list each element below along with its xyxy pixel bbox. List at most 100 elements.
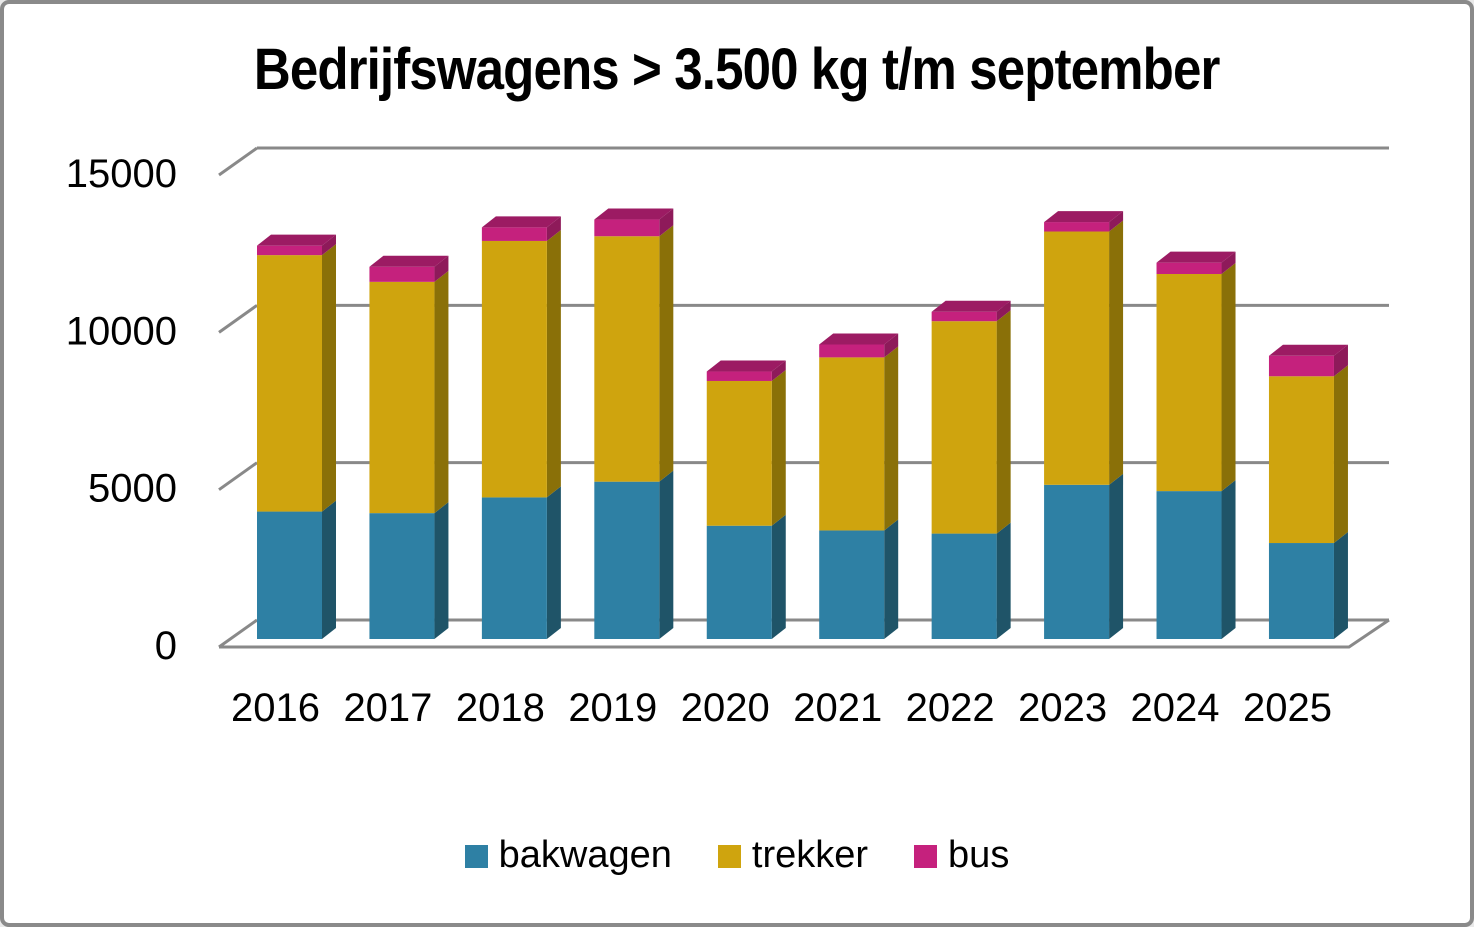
- bar-2019-bus-top[interactable]: [594, 208, 674, 220]
- bar-2024-bus-side[interactable]: [1221, 251, 1236, 274]
- bar-2025-bakwagen-side[interactable]: [1333, 532, 1348, 639]
- bar-2018-bus-side[interactable]: [546, 216, 561, 241]
- bar-2018-trekker[interactable]: [481, 240, 547, 498]
- bar-2017-bakwagen[interactable]: [369, 513, 435, 639]
- bar-2018-bus-top[interactable]: [481, 216, 561, 228]
- bar-2023-trekker[interactable]: [1044, 231, 1110, 485]
- bar-2021-trekker[interactable]: [819, 357, 885, 531]
- bar-2018-trekker-side[interactable]: [546, 229, 561, 498]
- bar-2023-bakwagen-side[interactable]: [1109, 473, 1124, 639]
- y-tick-10000: [218, 304, 258, 334]
- bar-2020-trekker[interactable]: [706, 380, 772, 526]
- bar-2022-trekker[interactable]: [931, 321, 997, 534]
- x-axis-label-2021: 2021: [793, 686, 882, 730]
- bar-2021-trekker-side[interactable]: [884, 346, 899, 531]
- bar-2024-bus[interactable]: [1156, 262, 1222, 274]
- bar-2020-bakwagen[interactable]: [706, 525, 772, 639]
- bar-2022[interactable]: [931, 300, 1011, 639]
- bar-2021-bus[interactable]: [819, 344, 885, 358]
- bar-2023-bus-top[interactable]: [1044, 211, 1124, 223]
- bar-2024-bus-top[interactable]: [1156, 251, 1236, 263]
- bar-2019-bus-side[interactable]: [659, 208, 674, 237]
- floor-edge: [219, 618, 1390, 649]
- bar-2017-bus[interactable]: [369, 266, 435, 282]
- bar-2019-bakwagen-side[interactable]: [659, 470, 674, 639]
- bar-2019-trekker[interactable]: [594, 236, 660, 482]
- bar-2016-bus-top[interactable]: [257, 234, 336, 246]
- x-axis-label-2016: 2016: [231, 686, 320, 730]
- bar-2020[interactable]: [706, 360, 786, 639]
- bar-2017-trekker-side[interactable]: [434, 270, 449, 514]
- bar-2023-bakwagen[interactable]: [1044, 484, 1110, 639]
- bar-2024-bakwagen-side[interactable]: [1221, 480, 1236, 639]
- bar-2017-bus-top[interactable]: [369, 255, 449, 267]
- bar-2017[interactable]: [369, 255, 449, 639]
- bar-2016-trekker[interactable]: [257, 255, 322, 512]
- x-axis-label-2019: 2019: [568, 686, 657, 730]
- bar-2022-trekker-side[interactable]: [996, 310, 1011, 534]
- bar-2024[interactable]: [1156, 251, 1236, 639]
- bar-2016-bakwagen-side[interactable]: [322, 500, 336, 639]
- bar-2025-trekker[interactable]: [1268, 376, 1334, 544]
- y-tick-15000: [218, 146, 258, 177]
- bar-2019-trekker-side[interactable]: [659, 225, 674, 482]
- bar-2024-trekker-side[interactable]: [1221, 262, 1236, 492]
- bar-2025-bus-side[interactable]: [1333, 344, 1348, 377]
- bar-2018-bakwagen[interactable]: [481, 497, 547, 639]
- bar-2025-bus[interactable]: [1268, 355, 1334, 377]
- x-axis-label-2017: 2017: [343, 686, 432, 730]
- bar-2017-trekker[interactable]: [369, 281, 435, 514]
- bar-2020-trekker-side[interactable]: [771, 369, 786, 526]
- legend-item-bakwagen[interactable]: bakwagen: [464, 834, 672, 876]
- bar-2017-bus-side[interactable]: [434, 255, 449, 282]
- bar-2019-bus[interactable]: [594, 219, 660, 237]
- bar-2022-bus-side[interactable]: [996, 300, 1011, 322]
- bar-2024-trekker[interactable]: [1156, 273, 1222, 492]
- bar-2025-trekker-side[interactable]: [1333, 365, 1348, 544]
- x-axis-label-2022: 2022: [906, 686, 995, 730]
- legend-swatch-icon-bus: [914, 844, 938, 868]
- bar-2022-bakwagen[interactable]: [931, 533, 997, 639]
- bar-2023-trekker-side[interactable]: [1109, 220, 1124, 485]
- bar-2016-bakwagen[interactable]: [257, 511, 322, 639]
- bar-2019[interactable]: [594, 208, 674, 639]
- bar-2021[interactable]: [819, 333, 899, 639]
- legend-swatch-icon-trekker: [717, 844, 741, 868]
- legend: bakwagen trekker bus: [4, 836, 1470, 874]
- y-tick-0: [218, 618, 258, 649]
- bar-2021-bus-side[interactable]: [884, 333, 899, 358]
- y-axis-label-10000: 10000: [66, 309, 177, 353]
- bar-2018-bakwagen-side[interactable]: [546, 486, 561, 639]
- x-axis-label-2018: 2018: [456, 686, 545, 730]
- bar-2017-bakwagen-side[interactable]: [434, 502, 449, 639]
- bar-2018-bus[interactable]: [481, 227, 547, 241]
- bar-2021-bakwagen[interactable]: [819, 530, 885, 639]
- bar-2023-bus-side[interactable]: [1109, 211, 1124, 232]
- bar-2020-bus-top[interactable]: [706, 360, 786, 372]
- bar-2016-bus[interactable]: [257, 245, 322, 256]
- bar-2021-bus-top[interactable]: [819, 333, 899, 345]
- legend-item-bus[interactable]: bus: [914, 836, 1009, 874]
- bar-2024-bakwagen[interactable]: [1156, 491, 1222, 639]
- bar-2025[interactable]: [1268, 344, 1348, 639]
- bar-2022-bus[interactable]: [931, 311, 997, 322]
- bar-2025-bus-top[interactable]: [1268, 344, 1348, 356]
- bar-2023-bus[interactable]: [1044, 222, 1110, 232]
- bar-2022-bakwagen-side[interactable]: [996, 522, 1011, 639]
- bar-2020-bakwagen-side[interactable]: [771, 514, 786, 639]
- legend-label-bakwagen: bakwagen: [498, 834, 672, 876]
- bar-2016-bus-side[interactable]: [322, 234, 336, 256]
- bar-2019-bakwagen[interactable]: [594, 481, 660, 639]
- bar-2020-bus[interactable]: [706, 371, 772, 381]
- legend-label-trekker: trekker: [751, 834, 869, 876]
- bar-2025-bakwagen[interactable]: [1268, 543, 1334, 639]
- bar-2020-bus-side[interactable]: [771, 360, 786, 381]
- bar-2022-bus-top[interactable]: [931, 300, 1011, 312]
- bar-2018[interactable]: [481, 216, 561, 639]
- legend-item-trekker[interactable]: trekker: [717, 834, 869, 876]
- bar-2016-trekker-side[interactable]: [322, 244, 336, 512]
- bar-2021-bakwagen-side[interactable]: [884, 519, 899, 639]
- bar-2016[interactable]: [257, 234, 336, 639]
- bar-2023[interactable]: [1044, 211, 1124, 639]
